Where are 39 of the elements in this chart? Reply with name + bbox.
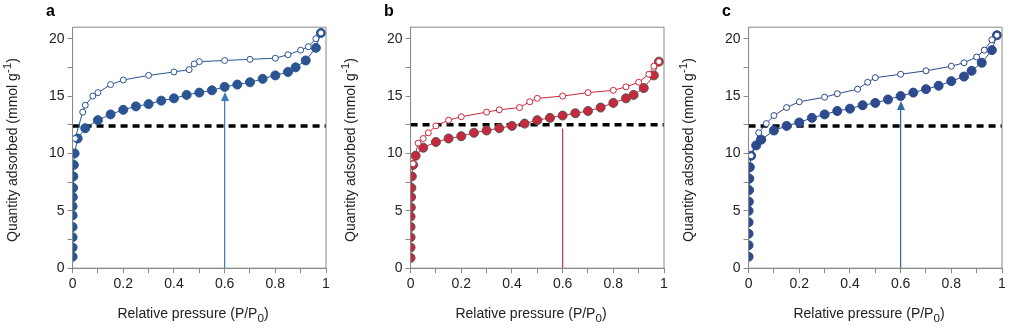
y-tick-label: 20 bbox=[386, 29, 403, 46]
x-tick-label: 0 bbox=[744, 275, 753, 292]
x-tick-label: 0.6 bbox=[890, 275, 911, 292]
x-tick-label: 0.2 bbox=[113, 275, 134, 292]
y-tick-label: 15 bbox=[724, 86, 741, 103]
x-tick-label: 1 bbox=[322, 275, 331, 292]
x-tick-label: 0.8 bbox=[603, 275, 624, 292]
x-tick-label: 0.6 bbox=[552, 275, 573, 292]
x-tick-label: 0.6 bbox=[214, 275, 235, 292]
y-tick-label: 15 bbox=[48, 86, 65, 103]
x-tick-label: 0.4 bbox=[164, 275, 184, 292]
x-tick-label: 0.2 bbox=[451, 275, 472, 292]
y-tick-label: 15 bbox=[386, 86, 403, 103]
y-tick-label: 20 bbox=[48, 29, 65, 46]
chart-title: c bbox=[722, 2, 731, 20]
x-tick-label: 1 bbox=[660, 275, 669, 292]
y-tick-label: 5 bbox=[56, 201, 65, 218]
y-tick-label: 5 bbox=[732, 201, 741, 218]
y-tick-label: 10 bbox=[724, 144, 741, 161]
x-tick-label: 0.8 bbox=[941, 275, 962, 292]
y-tick-label: 0 bbox=[56, 259, 65, 276]
y-tick-label: 5 bbox=[394, 201, 403, 218]
chart-title: a bbox=[46, 2, 55, 20]
x-axis-title: Relative pressure (P/P$_{0}$) bbox=[454, 305, 608, 324]
y-tick-label: 10 bbox=[48, 144, 65, 161]
x-axis-title: Relative pressure (P/P$_{0}$) bbox=[116, 305, 270, 324]
y-tick-label: 20 bbox=[724, 29, 741, 46]
chart-title: b bbox=[384, 2, 394, 20]
x-tick-label: 0.2 bbox=[789, 275, 810, 292]
x-tick-label: 0 bbox=[406, 275, 415, 292]
y-tick-label: 0 bbox=[394, 259, 403, 276]
x-tick-label: 0.4 bbox=[840, 275, 860, 292]
x-tick-label: 0 bbox=[68, 275, 77, 292]
y-tick-label: 0 bbox=[732, 259, 741, 276]
x-tick-label: 0.4 bbox=[502, 275, 522, 292]
x-tick-label: 0.8 bbox=[265, 275, 286, 292]
x-tick-label: 1 bbox=[998, 275, 1007, 292]
y-tick-label: 10 bbox=[386, 144, 403, 161]
x-axis-title: Relative pressure (P/P$_{0}$) bbox=[792, 305, 946, 324]
